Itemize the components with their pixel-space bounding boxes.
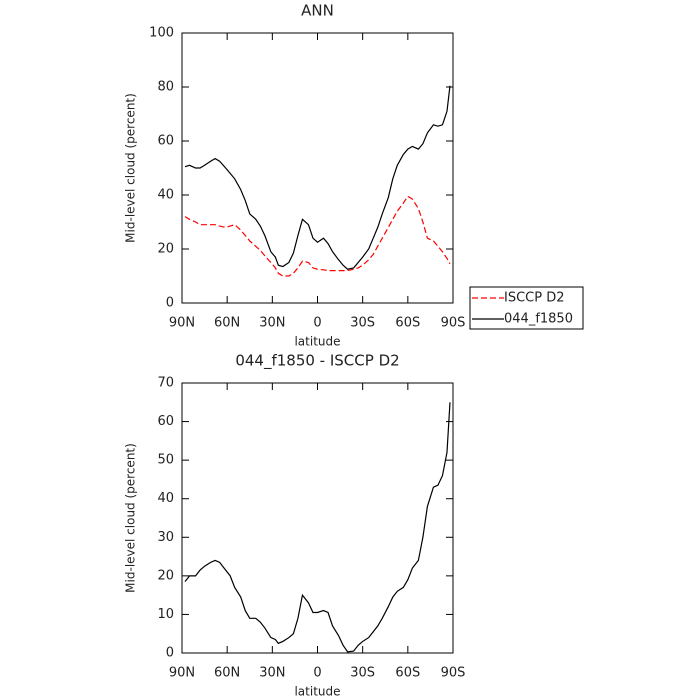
data-line [184, 402, 451, 653]
y-tick-label: 10 [157, 607, 174, 622]
y-tick-label: 20 [157, 242, 174, 257]
x-axis-label: latitude [294, 685, 340, 699]
x-tick-label: 30S [350, 666, 375, 681]
x-tick-label: 60N [214, 666, 240, 681]
x-tick-label: 30S [350, 316, 375, 331]
y-tick-label: 100 [149, 26, 174, 41]
x-tick-label: 60S [395, 316, 420, 331]
x-tick-label: 0 [313, 666, 321, 681]
chart-title: 044_f1850 - ISCCP D2 [235, 352, 399, 371]
x-tick-label: 30N [259, 316, 285, 331]
plot-frame [181, 382, 454, 654]
chart-title: ANN [301, 2, 334, 20]
y-tick-label: 80 [157, 80, 174, 95]
y-tick-label: 20 [157, 568, 174, 583]
plot-frame [181, 32, 454, 304]
x-axis-label: latitude [294, 335, 340, 349]
x-tick-label: 60N [214, 316, 240, 331]
x-tick-label: 90S [441, 666, 466, 681]
x-tick-label: 30N [259, 666, 285, 681]
legend-frame [469, 286, 584, 330]
y-axis-label: Mid-level cloud (percent) [124, 93, 138, 243]
y-axis-label: Mid-level cloud (percent) [124, 443, 138, 593]
y-tick-label: 70 [157, 376, 174, 391]
y-tick-label: 40 [157, 491, 174, 506]
x-tick-label: 90N [169, 666, 195, 681]
data-line [184, 85, 451, 270]
y-tick-label: 40 [157, 188, 174, 203]
y-tick-label: 30 [157, 530, 174, 545]
legend-label: ISCCP D2 [504, 291, 565, 306]
x-tick-label: 90S [441, 316, 466, 331]
y-tick-label: 60 [157, 414, 174, 429]
x-tick-label: 60S [395, 666, 420, 681]
data-line [184, 195, 451, 277]
y-tick-label: 50 [157, 453, 174, 468]
legend-label: 044_f1850 [504, 312, 573, 327]
y-tick-label: 60 [157, 134, 174, 149]
x-tick-label: 0 [313, 316, 321, 331]
x-tick-label: 90N [169, 316, 195, 331]
y-tick-label: 0 [166, 646, 174, 661]
y-tick-label: 0 [166, 296, 174, 311]
